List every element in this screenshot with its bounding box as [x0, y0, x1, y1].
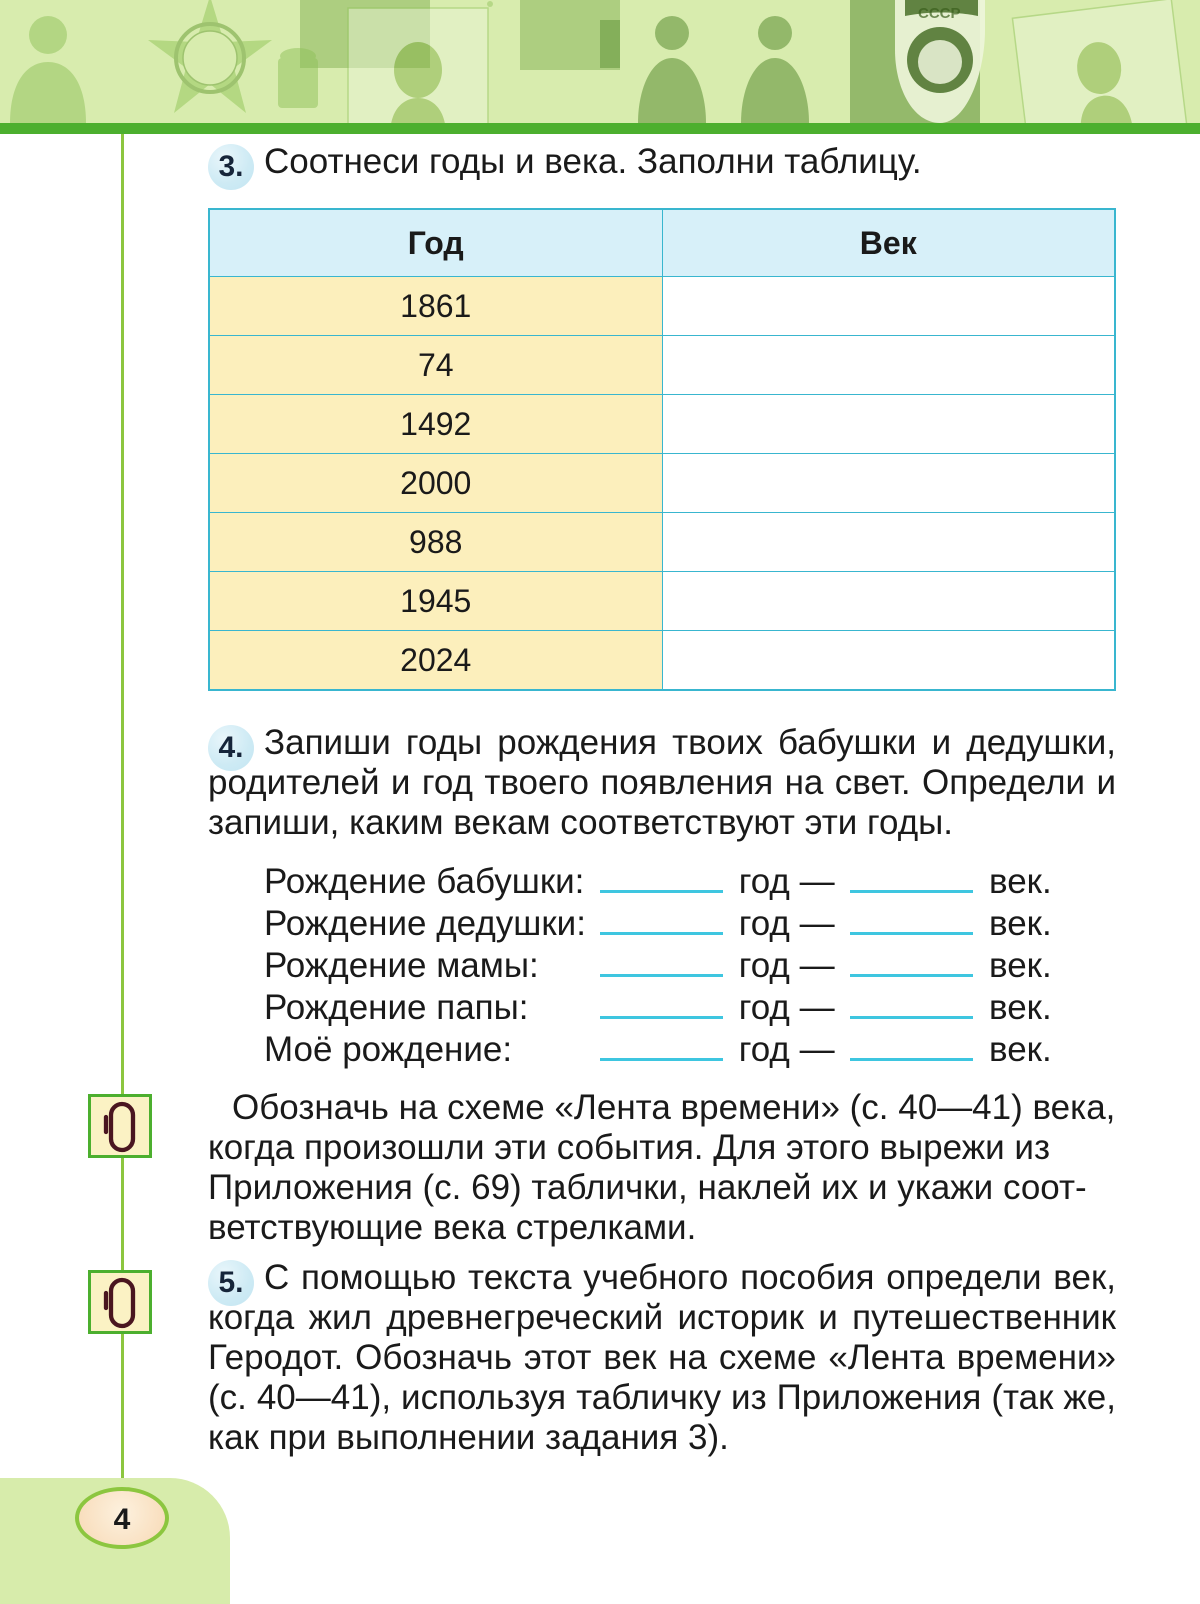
svg-text:CCCP: CCCP — [918, 5, 961, 22]
